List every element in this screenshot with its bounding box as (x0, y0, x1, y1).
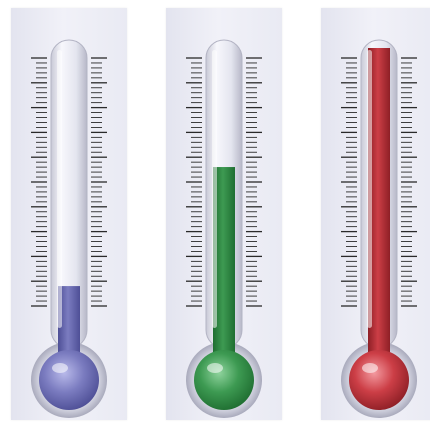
liquid-bulb (349, 350, 409, 410)
tube-highlight (367, 50, 372, 328)
thermometer-panel-low (11, 8, 127, 420)
liquid-column (58, 286, 80, 370)
thermometer-panel-high (321, 8, 430, 420)
liquid-bulb (194, 350, 254, 410)
tube-highlight (212, 50, 217, 328)
liquid-column (368, 48, 390, 370)
thermometer-high (341, 39, 417, 418)
bulb-highlight (207, 363, 223, 373)
bulb-highlight (52, 363, 68, 373)
tube-highlight (57, 50, 62, 328)
thermometer-low (31, 39, 107, 418)
thermometer-panel-medium (166, 8, 282, 420)
scale-ticks (341, 57, 417, 307)
liquid-column (213, 167, 235, 370)
thermometer-medium (186, 39, 262, 418)
scale-ticks (31, 57, 107, 307)
scale-ticks (186, 57, 262, 307)
liquid-bulb (39, 350, 99, 410)
bulb-highlight (362, 363, 378, 373)
